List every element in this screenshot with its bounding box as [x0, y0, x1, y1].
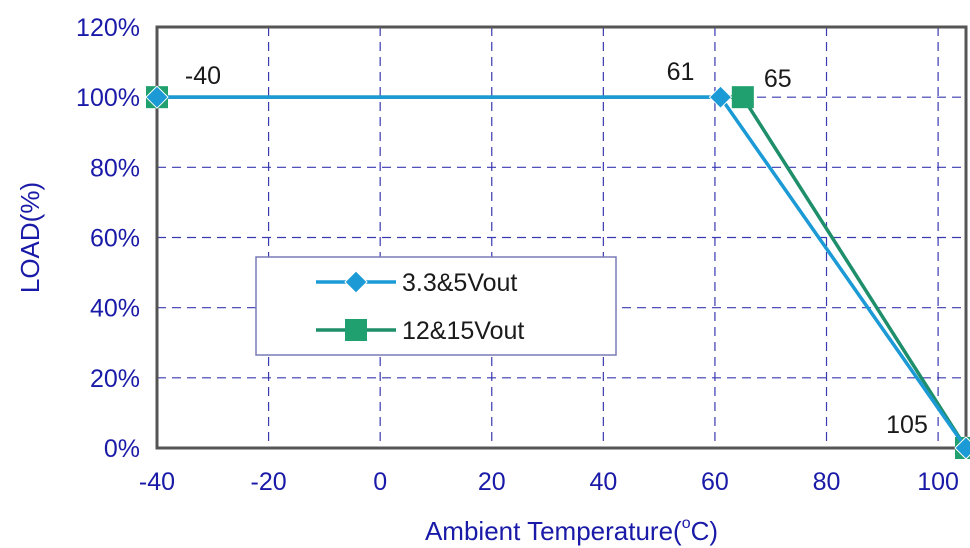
y-tick-label: 20% [90, 365, 140, 393]
y-axis-ticks: 0% 20% 40% 60% 80% 100% 120% [76, 14, 140, 463]
x-axis-label-main: Ambient Temperature( [425, 516, 682, 546]
x-tick-label: 20 [478, 468, 506, 496]
y-tick-label: 0% [104, 435, 140, 463]
y-tick-label: 120% [76, 14, 140, 42]
x-axis-label-end: C) [691, 516, 718, 546]
legend-item: 12&15Vout [316, 317, 524, 345]
y-tick-label: 40% [90, 295, 140, 323]
x-tick-label: 80 [813, 468, 841, 496]
x-tick-label: -20 [251, 468, 287, 496]
point-annotation: 105 [886, 411, 928, 439]
point-annotation: -40 [185, 62, 221, 90]
x-axis-label-superscript: o [682, 515, 691, 532]
y-tick-label: 60% [90, 225, 140, 253]
annotation-layer: -40 61 65 105 [185, 58, 928, 439]
y-tick-label: 100% [76, 84, 140, 112]
x-tick-label: 100 [917, 468, 959, 496]
x-tick-label: -40 [139, 468, 175, 496]
legend-label: 12&15Vout [402, 317, 524, 345]
point-annotation: 65 [764, 65, 792, 93]
point-annotation: 61 [667, 58, 695, 86]
data-point [732, 86, 754, 108]
legend-swatch-marker [345, 319, 367, 341]
grid [157, 27, 966, 448]
legend: 3.3&5Vout 12&15Vout [256, 257, 616, 355]
legend-label: 3.3&5Vout [402, 269, 517, 297]
y-axis-label: LOAD(%) [15, 182, 45, 293]
x-tick-label: 0 [373, 468, 387, 496]
x-axis-ticks: -40 -20 0 20 40 60 80 100 [139, 468, 959, 496]
x-tick-label: 60 [701, 468, 729, 496]
data-point [710, 86, 732, 108]
x-tick-label: 40 [589, 468, 617, 496]
x-axis-label: Ambient Temperature(oC) [425, 515, 718, 546]
y-tick-label: 80% [90, 154, 140, 182]
